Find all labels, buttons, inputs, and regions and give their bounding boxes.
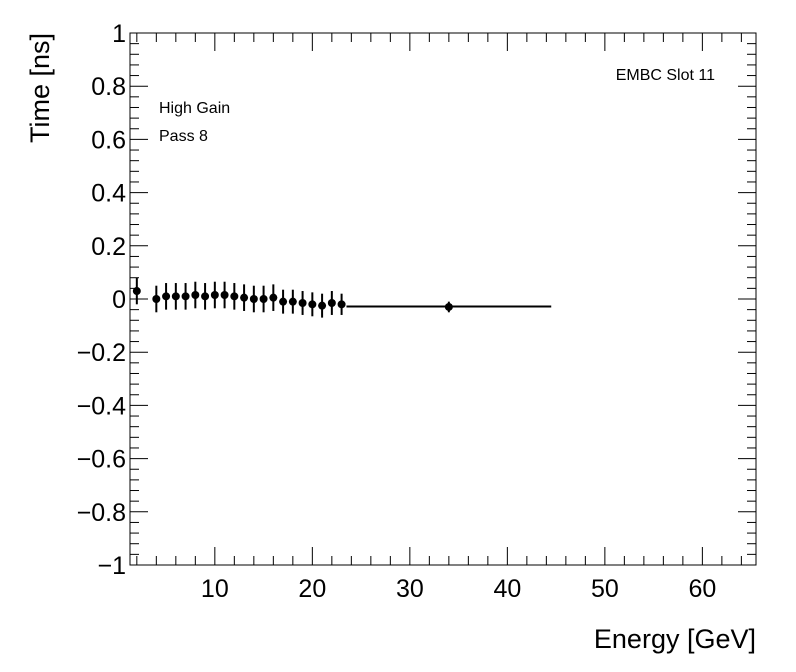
data-point <box>181 283 190 310</box>
y-tick-label: −0.8 <box>77 499 126 527</box>
data-point <box>259 285 268 313</box>
y-tick-label: −1 <box>97 552 126 580</box>
marker <box>191 291 200 300</box>
data-point <box>240 284 249 311</box>
y-tick-label: 1 <box>112 20 126 48</box>
data-point <box>269 284 278 311</box>
data-point <box>249 285 258 313</box>
marker <box>298 298 307 307</box>
y-tick-label: −0.4 <box>77 392 126 420</box>
data-point <box>337 293 346 315</box>
x-tick-label: 20 <box>298 575 326 603</box>
marker <box>152 295 161 303</box>
marker <box>210 291 219 300</box>
pass-label: Pass 8 <box>159 128 208 145</box>
marker <box>279 297 288 306</box>
gain-label: High Gain <box>159 100 230 117</box>
x-tick-label: 10 <box>201 575 229 603</box>
x-tick-label: 60 <box>688 575 716 603</box>
data-point <box>162 283 171 310</box>
marker <box>259 295 268 303</box>
data-point <box>318 293 327 318</box>
marker <box>181 292 190 301</box>
marker <box>269 293 278 302</box>
marker <box>249 295 258 303</box>
marker <box>132 287 141 296</box>
y-tick-labels: −1 −0.8 −0.6 −0.4 −0.2 0 0.2 0.4 0.6 0.8 1 <box>77 20 126 580</box>
x-tick-labels: 10 20 30 40 50 60 <box>201 575 716 603</box>
x-axis-title: Energy [GeV] <box>594 624 756 654</box>
data-point <box>327 291 336 315</box>
axis-ticks <box>130 32 756 566</box>
data-point <box>279 289 288 314</box>
marker <box>337 300 346 309</box>
y-tick-label: −0.6 <box>77 446 126 474</box>
data-points <box>132 277 453 318</box>
data-point <box>201 283 210 310</box>
x-tick-label: 50 <box>591 575 619 603</box>
data-point <box>132 277 141 305</box>
y-tick-label: 0 <box>112 286 126 314</box>
marker <box>171 292 180 301</box>
data-point <box>298 291 307 315</box>
y-tick-label: 0.2 <box>91 233 126 261</box>
marker <box>288 297 297 306</box>
data-point <box>288 289 297 314</box>
marker <box>308 300 317 309</box>
marker <box>444 302 453 311</box>
data-point <box>444 301 453 313</box>
marker <box>240 293 249 302</box>
marker <box>201 292 210 301</box>
x-tick-label: 40 <box>493 575 521 603</box>
y-tick-label: 0.4 <box>91 180 126 208</box>
marker <box>220 291 229 300</box>
y-axis-title: Time [ns] <box>25 33 55 143</box>
marker <box>318 301 327 310</box>
data-point <box>171 283 180 310</box>
data-point <box>308 292 317 317</box>
marker <box>162 292 171 301</box>
y-tick-label: −0.2 <box>77 339 126 367</box>
marker <box>327 298 336 307</box>
y-tick-label: 0.8 <box>91 73 126 101</box>
marker <box>230 292 239 301</box>
y-tick-label: 0.6 <box>91 126 126 154</box>
slot-label: EMBC Slot 11 <box>616 67 715 84</box>
x-tick-label: 30 <box>396 575 424 603</box>
data-point <box>230 283 239 310</box>
data-point <box>152 285 161 313</box>
data-point <box>210 281 219 309</box>
data-point <box>191 281 200 309</box>
data-point <box>220 281 229 309</box>
